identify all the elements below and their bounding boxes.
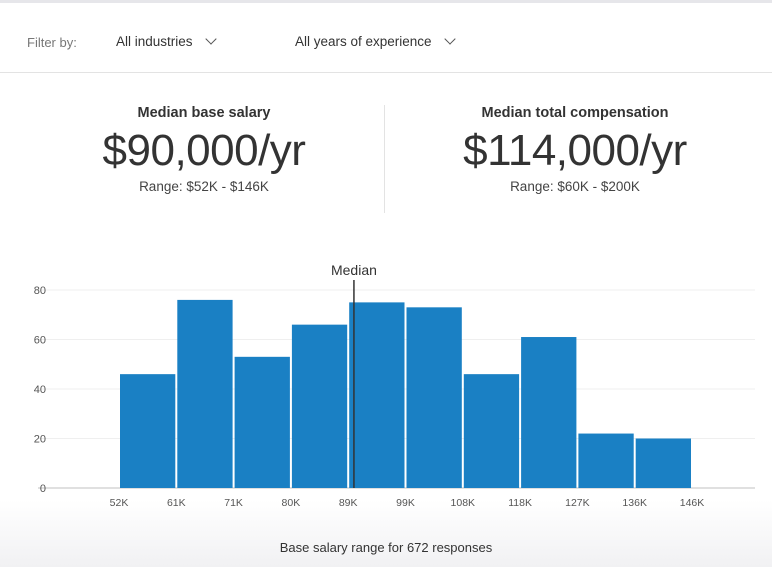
histogram-bar: [521, 337, 577, 488]
salary-histogram: 0 20 40 60 80 52K 61K 71K 80K 89K 99K 108K 118K 127K 1…: [34, 262, 755, 509]
x-tick-label: 52K: [110, 497, 129, 509]
x-tick-label: 61K: [167, 497, 186, 509]
median-total-compensation: Median total compensation $114,000/yr Ra…: [395, 105, 755, 194]
x-tick-label: 80K: [282, 497, 301, 509]
x-axis-label: Base salary range for 672 responses: [279, 540, 493, 555]
x-tick-label: 127K: [565, 497, 590, 509]
y-tick-label: 0: [40, 483, 46, 495]
x-tick-label: 108K: [451, 497, 476, 509]
median-label: Median: [331, 262, 377, 278]
x-tick-label: 71K: [224, 497, 243, 509]
histogram-bar: [234, 356, 290, 488]
median-base-salary: Median base salary $90,000/yr Range: $52…: [24, 105, 384, 194]
histogram-bar: [177, 299, 233, 488]
histogram-bar: [463, 374, 520, 488]
y-tick-label: 20: [34, 434, 46, 446]
stat-title: Median total compensation: [481, 105, 669, 121]
x-tick-label: 146K: [680, 497, 705, 509]
top-border: [0, 0, 772, 3]
chevron-down-icon: [204, 33, 217, 45]
histogram-bar: [120, 374, 176, 488]
y-tick-label: 60: [34, 335, 46, 347]
experience-dropdown-label: All years of experience: [295, 34, 432, 49]
x-tick-label: 89K: [339, 497, 358, 509]
stat-divider: [384, 105, 385, 213]
stat-range: Range: $60K - $200K: [510, 179, 640, 194]
y-tick-label: 40: [34, 384, 46, 396]
chevron-down-icon: [443, 33, 456, 45]
stat-value: $90,000/yr: [102, 126, 306, 175]
filter-label: Filter by:: [27, 35, 77, 50]
histogram-bar: [635, 438, 691, 488]
industry-dropdown-label: All industries: [116, 34, 193, 49]
stat-value: $114,000/yr: [463, 126, 687, 175]
stat-range: Range: $52K - $146K: [139, 179, 269, 194]
stat-title: Median base salary: [137, 105, 271, 121]
histogram-bar: [349, 302, 405, 488]
x-tick-label: 136K: [622, 497, 647, 509]
industry-dropdown[interactable]: All industries: [116, 33, 217, 49]
histogram-bar: [406, 307, 462, 488]
x-tick-label: 118K: [508, 497, 532, 509]
experience-dropdown[interactable]: All years of experience: [295, 33, 456, 49]
bottom-fade: [0, 500, 772, 567]
histogram-bar: [578, 433, 634, 488]
histogram-bar: [291, 324, 348, 488]
y-tick-label: 80: [34, 285, 46, 297]
filter-bar: Filter by: All industries All years of e…: [0, 3, 772, 73]
x-tick-label: 99K: [396, 497, 415, 509]
